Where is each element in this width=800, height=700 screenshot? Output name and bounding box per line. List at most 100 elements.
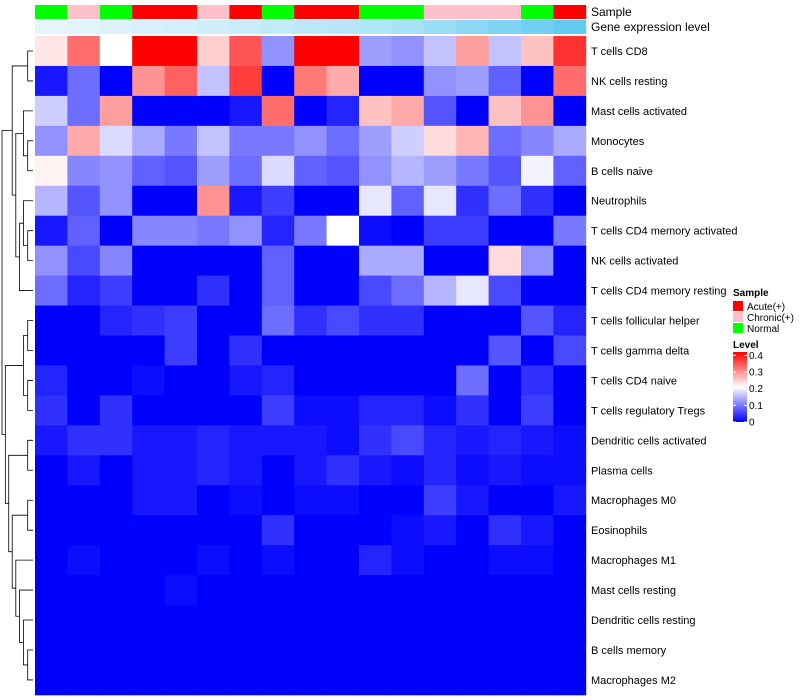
expression-annotation-cell xyxy=(456,20,489,34)
heatmap-cell xyxy=(164,395,198,426)
heatmap-cell xyxy=(326,395,360,426)
dendrogram-branch xyxy=(23,200,33,247)
heatmap-cell xyxy=(359,275,392,306)
heatmap-cell xyxy=(488,36,522,67)
expression-annotation-cell xyxy=(553,20,587,34)
heatmap-cell xyxy=(326,575,360,606)
heatmap-cell xyxy=(132,245,165,276)
dendrogram-branch xyxy=(15,132,24,258)
heatmap-cell xyxy=(164,425,198,456)
heatmap-cell xyxy=(99,36,133,67)
heatmap-cell xyxy=(521,515,554,546)
heatmap-cell xyxy=(326,245,360,276)
heatmap-cell xyxy=(456,36,489,67)
heatmap-cell xyxy=(359,95,392,127)
heatmap-cell xyxy=(456,125,489,157)
heatmap-cell xyxy=(132,335,165,366)
heatmap-cell xyxy=(35,395,68,426)
dendrogram-branch xyxy=(27,380,33,411)
dendrogram-branch xyxy=(27,230,33,262)
heatmap-cell xyxy=(229,485,263,516)
heatmap-cell xyxy=(553,65,587,97)
heatmap-cell xyxy=(326,36,360,67)
heatmap-cell xyxy=(164,335,198,366)
heatmap-cell xyxy=(261,425,295,456)
heatmap-cell xyxy=(294,215,327,247)
heatmap-cell xyxy=(521,185,554,217)
expression-annotation-cell xyxy=(197,20,230,34)
heatmap-cell xyxy=(164,515,198,546)
heatmap-cell xyxy=(326,155,360,187)
heatmap-cell xyxy=(488,395,522,426)
heatmap-cell xyxy=(391,664,425,696)
heatmap-cell xyxy=(553,395,587,426)
sample-legend-label: Normal xyxy=(747,324,779,335)
heatmap-cell xyxy=(99,335,133,366)
heatmap-cell xyxy=(553,185,587,217)
sample-annotation-cell xyxy=(132,5,165,19)
heatmap-cell xyxy=(326,485,360,516)
heatmap-cell xyxy=(456,395,489,426)
sample-annotation-cell xyxy=(67,5,101,19)
heatmap-cell xyxy=(197,275,230,306)
heatmap-cell xyxy=(99,275,133,306)
heatmap-cell xyxy=(553,305,587,336)
row-label: NK cells resting xyxy=(591,76,667,88)
sample-legend-label: Acute(+) xyxy=(747,302,785,313)
level-tick-label: 0.3 xyxy=(749,368,763,379)
heatmap-cell xyxy=(359,664,392,696)
heatmap-cell xyxy=(35,36,68,67)
heatmap-cell xyxy=(553,515,587,546)
row-label: T cells follicular helper xyxy=(591,316,700,328)
heatmap-cell xyxy=(67,395,101,426)
heatmap-cell xyxy=(553,545,587,576)
heatmap-cell xyxy=(99,455,133,486)
dendrogram-branch xyxy=(27,499,33,531)
heatmap-cell xyxy=(359,305,392,336)
heatmap-cell xyxy=(553,365,587,396)
heatmap-cell xyxy=(488,635,522,666)
heatmap-cell xyxy=(99,575,133,606)
heatmap-cell xyxy=(294,125,327,157)
heatmap-cell xyxy=(456,425,489,456)
heatmap-cell xyxy=(488,65,522,97)
heatmap-cell xyxy=(391,155,425,187)
dendrogram-branch xyxy=(27,649,33,681)
heatmap-cell xyxy=(359,575,392,606)
heatmap-cell xyxy=(456,575,489,606)
heatmap-cell xyxy=(35,95,68,127)
dendrogram-branch xyxy=(19,222,33,291)
heatmap-cell xyxy=(229,575,263,606)
heatmap-cell xyxy=(359,125,392,157)
heatmap-cell xyxy=(132,664,165,696)
row-label: T cells CD4 naive xyxy=(591,375,677,387)
row-label: Eosinophils xyxy=(591,525,648,537)
heatmap-cell xyxy=(294,95,327,127)
heatmap-cell xyxy=(391,365,425,396)
heatmap-cell xyxy=(229,515,263,546)
heatmap-cell xyxy=(261,545,295,576)
heatmap-cell xyxy=(261,95,295,127)
heatmap-cell xyxy=(229,125,263,157)
heatmap-cell xyxy=(553,335,587,366)
row-label: NK cells activated xyxy=(591,256,678,268)
heatmap-cell xyxy=(553,455,587,486)
heatmap-cell xyxy=(261,305,295,336)
row-label: T cells CD8 xyxy=(591,46,648,58)
dendrogram-branch xyxy=(23,619,33,666)
heatmap-cell xyxy=(326,95,360,127)
heatmap-cell xyxy=(456,215,489,247)
heatmap-cell xyxy=(294,395,327,426)
heatmap-cell xyxy=(456,515,489,546)
heatmap-cell xyxy=(326,365,360,396)
heatmap-cell xyxy=(197,575,230,606)
heatmap-cell xyxy=(521,215,554,247)
level-color-bar xyxy=(733,352,747,422)
heatmap-cell xyxy=(229,36,263,67)
row-dendrogram xyxy=(1,50,33,681)
heatmap-cell xyxy=(423,185,457,217)
heatmap-cell xyxy=(423,425,457,456)
heatmap-cell xyxy=(294,575,327,606)
heatmap-cell xyxy=(359,545,392,576)
heatmap-cell xyxy=(456,245,489,276)
